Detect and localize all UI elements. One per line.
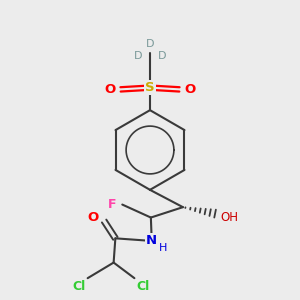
Text: O: O [184,83,196,96]
Text: O: O [104,83,116,96]
Text: O: O [87,211,98,224]
Text: Cl: Cl [136,280,150,293]
Text: Cl: Cl [72,280,86,293]
Text: D: D [158,51,167,61]
Text: D: D [146,39,154,49]
Text: D: D [134,51,142,61]
Text: S: S [145,81,155,94]
Text: OH: OH [221,211,239,224]
Text: F: F [108,198,116,211]
Text: N: N [146,234,157,248]
Text: H: H [159,243,167,253]
